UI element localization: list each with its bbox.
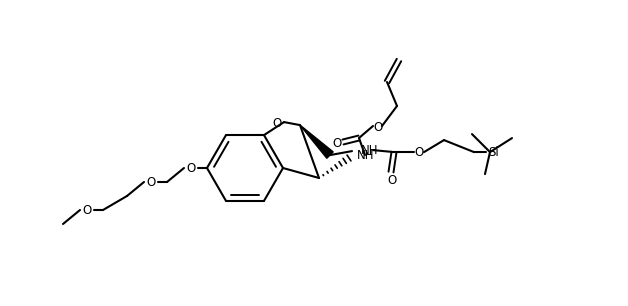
Text: O: O (387, 174, 397, 187)
Text: NH: NH (357, 148, 374, 162)
Text: NH: NH (361, 144, 379, 157)
Polygon shape (300, 125, 333, 158)
Text: O: O (146, 176, 156, 188)
Text: O: O (187, 162, 196, 174)
Text: O: O (374, 121, 382, 133)
Text: O: O (273, 117, 281, 130)
Text: O: O (82, 203, 92, 217)
Text: O: O (414, 146, 424, 159)
Text: O: O (332, 136, 342, 150)
Text: Si: Si (489, 146, 499, 159)
